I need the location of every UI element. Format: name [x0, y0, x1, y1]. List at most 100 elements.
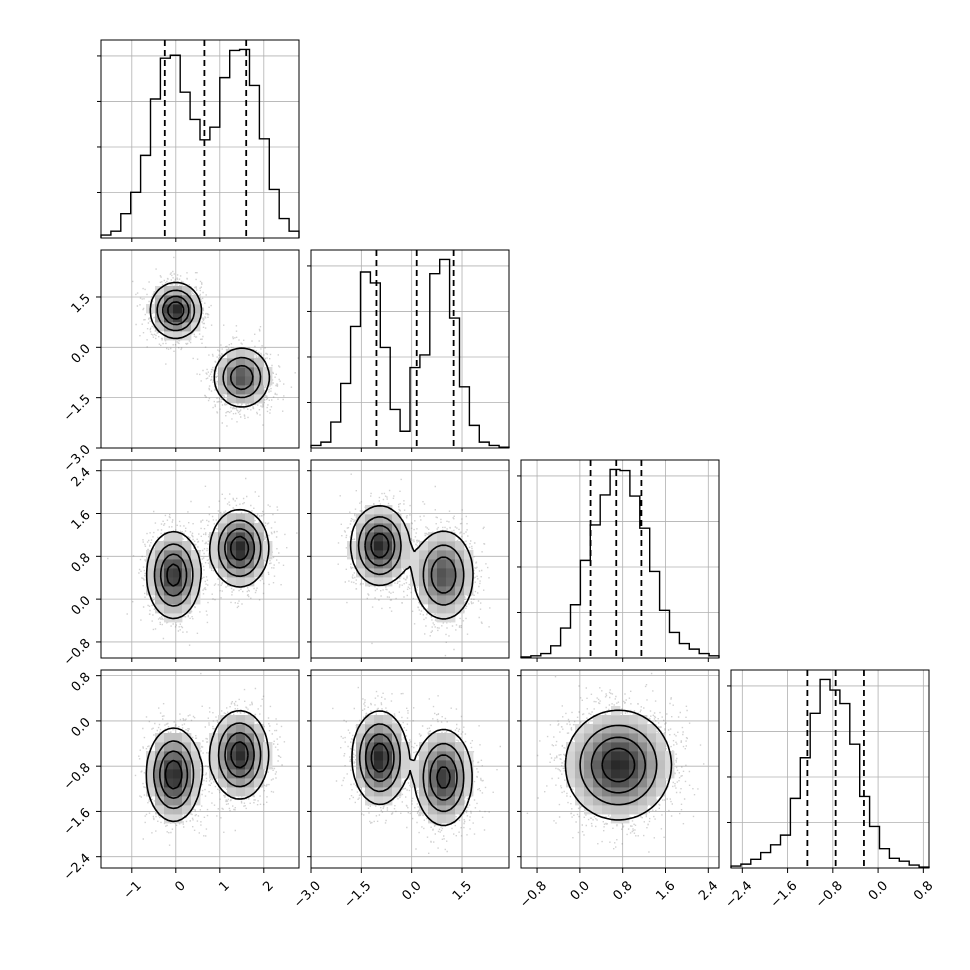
- panel-content: [311, 670, 509, 868]
- density-cell: [611, 796, 621, 806]
- density-cell: [629, 733, 639, 743]
- density-cell: [245, 376, 255, 386]
- x-tick-label: 1: [216, 878, 232, 894]
- x-tick-label: −0.8: [813, 878, 846, 911]
- density-cell: [575, 742, 585, 752]
- density-cell: [584, 796, 594, 806]
- density-cell: [410, 769, 420, 779]
- density-cell: [227, 514, 237, 524]
- density-cell: [227, 358, 237, 368]
- density-cell: [218, 550, 228, 560]
- density-cell: [383, 715, 393, 725]
- density-cell: [656, 760, 666, 770]
- density-cell: [146, 760, 156, 770]
- density-cell: [236, 577, 246, 587]
- density-cell: [428, 742, 438, 752]
- density-cell: [383, 541, 393, 551]
- density-cell: [383, 724, 393, 734]
- density-cell: [236, 724, 246, 734]
- density-cell: [647, 778, 657, 788]
- histogram-panel-3: [727, 669, 930, 869]
- density-cell: [182, 733, 192, 743]
- density-cell: [455, 769, 465, 779]
- density-cell: [356, 550, 366, 560]
- density-cell: [446, 733, 456, 743]
- density-cell: [428, 604, 438, 614]
- density-cell: [164, 286, 174, 296]
- density-cell: [392, 541, 402, 551]
- density-cell: [455, 550, 465, 560]
- density-cell: [374, 742, 384, 752]
- density-cell: [209, 550, 219, 560]
- density-cell: [446, 595, 456, 605]
- density-cell: [263, 541, 273, 551]
- density-cell: [428, 769, 438, 779]
- density-cell: [173, 550, 183, 560]
- density-cell: [629, 787, 639, 797]
- density-cell: [236, 394, 246, 404]
- density-cell: [245, 760, 255, 770]
- density-cell: [236, 376, 246, 386]
- density-cell: [446, 541, 456, 551]
- density-cell: [392, 550, 402, 560]
- y-tick-label: 0.0: [69, 715, 94, 740]
- density-cell: [638, 769, 648, 779]
- density-cell: [164, 331, 174, 341]
- density-cell: [155, 313, 165, 323]
- density-cell: [374, 760, 384, 770]
- density-cell: [218, 514, 228, 524]
- density-cell: [446, 577, 456, 587]
- density-cell: [383, 778, 393, 788]
- density-cell: [146, 559, 156, 569]
- density-cell: [374, 532, 384, 542]
- density-cell: [236, 523, 246, 533]
- density-cell: [593, 805, 603, 815]
- density-cell: [164, 322, 174, 332]
- density-cell: [209, 751, 219, 761]
- contour-lines: [564, 709, 673, 821]
- contour-level-2: [364, 524, 457, 594]
- density-cell: [383, 505, 393, 515]
- y-tick-label: 1.6: [69, 508, 94, 533]
- density-cell: [155, 787, 165, 797]
- density-cell: [656, 751, 666, 761]
- density-cell: [602, 715, 612, 725]
- density-cell: [584, 769, 594, 779]
- density-cell: [365, 568, 375, 578]
- density-cell: [602, 751, 612, 761]
- density-cell: [584, 742, 594, 752]
- y-tick-label: −1.5: [61, 392, 94, 425]
- density-cell: [410, 778, 420, 788]
- density-cell: [365, 787, 375, 797]
- density-cell: [629, 760, 639, 770]
- density-cell: [638, 733, 648, 743]
- density-cell: [227, 577, 237, 587]
- density-cell: [356, 733, 366, 743]
- density-cell: [647, 787, 657, 797]
- density-cell: [392, 514, 402, 524]
- density-cell: [218, 724, 228, 734]
- density-cell: [227, 532, 237, 542]
- density-cell: [575, 787, 585, 797]
- density-cell: [374, 778, 384, 788]
- density-cell: [401, 532, 411, 542]
- density-cell: [446, 751, 456, 761]
- density-cell: [173, 313, 183, 323]
- density-cell: [383, 742, 393, 752]
- density-cell: [446, 796, 456, 806]
- density-cell: [245, 577, 255, 587]
- density-cell: [455, 742, 465, 752]
- density-cell: [245, 367, 255, 377]
- density-cell: [410, 760, 420, 770]
- density-cell: [464, 586, 474, 596]
- density-cell: [602, 733, 612, 743]
- density-cell: [236, 733, 246, 743]
- density-cell: [173, 805, 183, 815]
- density-cell: [182, 304, 192, 314]
- contour-lines: [351, 710, 473, 827]
- density-cell: [209, 532, 219, 542]
- density-cell: [455, 577, 465, 587]
- density-cell: [602, 805, 612, 815]
- density-cell: [209, 541, 219, 551]
- density-cell: [155, 595, 165, 605]
